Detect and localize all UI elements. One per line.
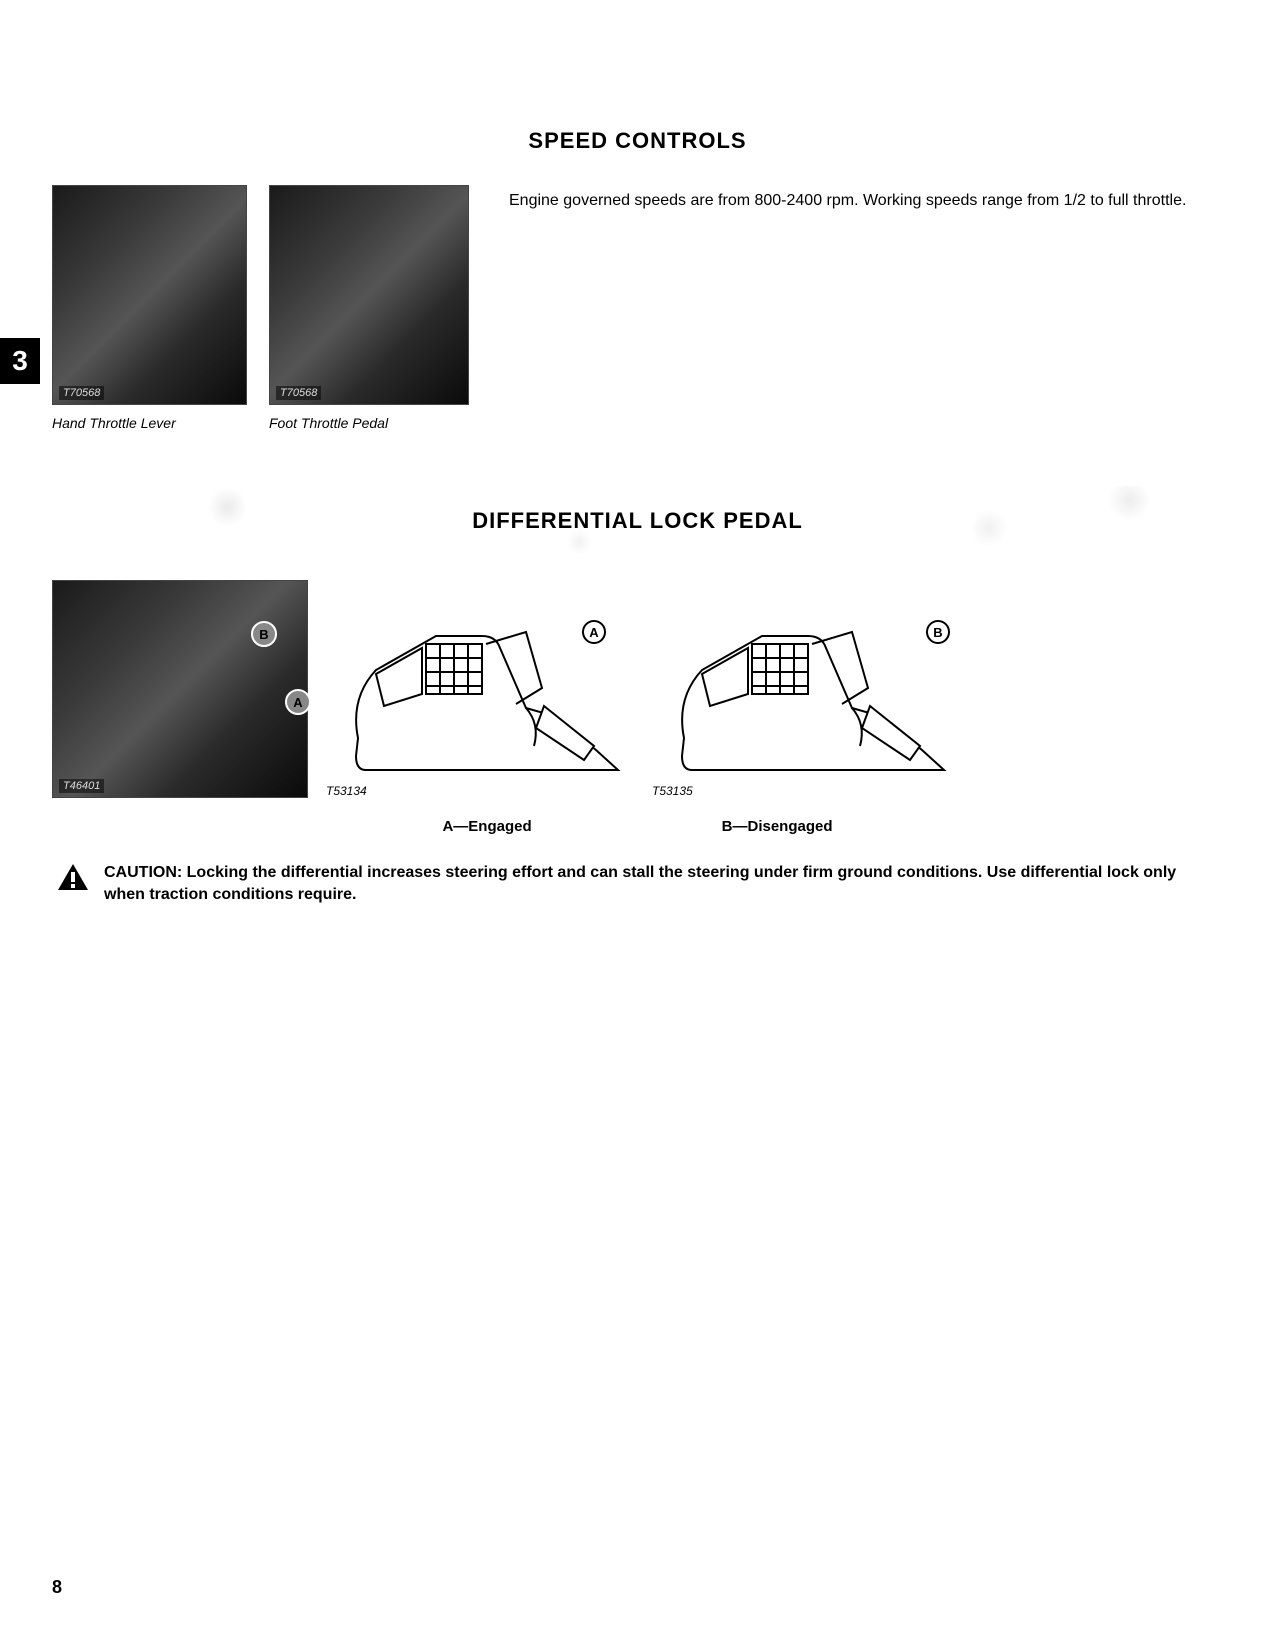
hand-throttle-photo: T70568 — [52, 185, 247, 405]
caution-block: CAUTION: Locking the differential increa… — [56, 862, 1195, 907]
photo-id-label: T70568 — [59, 386, 104, 400]
page-number: 8 — [52, 1577, 62, 1598]
differential-row: T46401 B A — [52, 580, 1223, 798]
warning-triangle-icon — [56, 862, 90, 892]
engaged-drawing: A — [326, 588, 634, 780]
photo-id-label: T70568 — [276, 386, 321, 400]
differential-heading: DIFFERENTIAL LOCK PEDAL — [472, 508, 803, 534]
callout-b-drawing: B — [926, 620, 950, 644]
differential-pedal-photo: T46401 B A — [52, 580, 308, 798]
disengaged-drawing-wrap: B T53135 — [652, 588, 960, 798]
foot-throttle-figure: T70568 Foot Throttle Pedal — [269, 185, 469, 431]
legend-disengaged: B—Disengaged — [722, 818, 833, 835]
speed-controls-row: T70568 Hand Throttle Lever T70568 Foot T… — [52, 185, 1223, 431]
drawing-id-b: T53135 — [652, 784, 960, 798]
drawing-id-a: T53134 — [326, 784, 634, 798]
photo-id-label: T46401 — [59, 779, 104, 793]
section-tab: 3 — [0, 338, 40, 384]
section-tab-number: 3 — [12, 345, 28, 377]
foot-throttle-photo: T70568 — [269, 185, 469, 405]
foot-throttle-caption: Foot Throttle Pedal — [269, 415, 469, 431]
skidder-engaged-icon — [326, 588, 634, 780]
skidder-disengaged-icon — [652, 588, 960, 780]
speed-body-text: Engine governed speeds are from 800-2400… — [491, 185, 1223, 431]
callout-a-photo: A — [285, 689, 311, 715]
legend-engaged: A—Engaged — [442, 818, 531, 835]
differential-legend: A—Engaged B—Disengaged — [52, 818, 1223, 835]
speed-controls-heading: SPEED CONTROLS — [0, 128, 1275, 154]
differential-heading-band: DIFFERENTIAL LOCK PEDAL — [52, 486, 1223, 556]
callout-b-photo: B — [251, 621, 277, 647]
hand-throttle-figure: T70568 Hand Throttle Lever — [52, 185, 247, 431]
caution-text: CAUTION: Locking the differential increa… — [104, 862, 1195, 907]
callout-a-drawing: A — [582, 620, 606, 644]
differential-pedal-photo-wrap: T46401 B A — [52, 580, 308, 798]
disengaged-drawing: B — [652, 588, 960, 780]
engaged-drawing-wrap: A T53134 — [326, 588, 634, 798]
hand-throttle-caption: Hand Throttle Lever — [52, 415, 247, 431]
